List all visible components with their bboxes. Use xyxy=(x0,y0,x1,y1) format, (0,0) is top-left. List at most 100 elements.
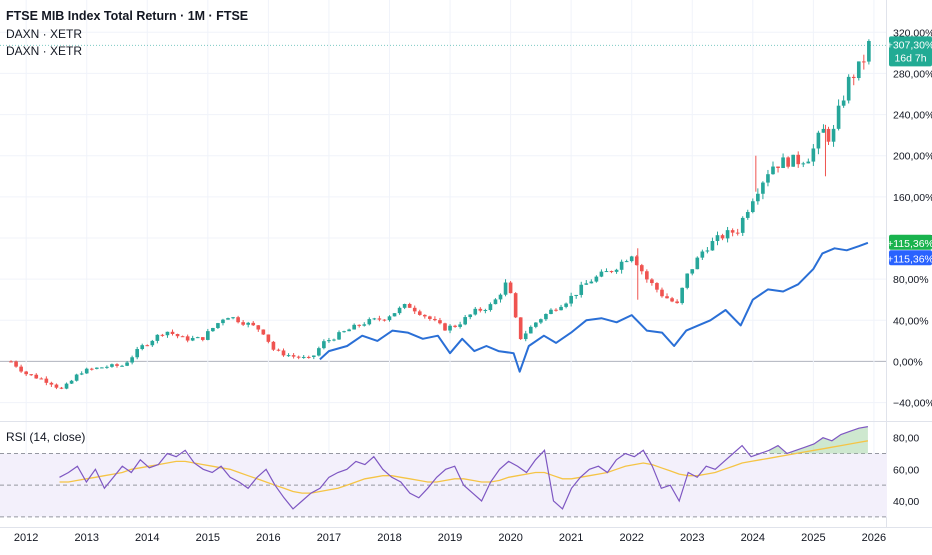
candle[interactable] xyxy=(34,374,39,379)
candle[interactable] xyxy=(125,362,129,366)
candle[interactable] xyxy=(705,250,710,252)
candle[interactable] xyxy=(745,212,750,218)
candle[interactable] xyxy=(589,281,594,284)
candle[interactable] xyxy=(680,287,684,304)
candle[interactable] xyxy=(145,345,150,347)
candle[interactable] xyxy=(695,257,700,270)
candle[interactable] xyxy=(246,322,251,325)
candle[interactable] xyxy=(660,289,664,297)
candle[interactable] xyxy=(493,299,498,305)
candle[interactable] xyxy=(513,293,518,318)
candle[interactable] xyxy=(190,337,195,341)
candle[interactable] xyxy=(180,336,185,338)
candle[interactable] xyxy=(700,251,705,258)
candle[interactable] xyxy=(271,341,276,350)
candle[interactable] xyxy=(135,349,139,358)
candle[interactable] xyxy=(221,319,225,324)
candle[interactable] xyxy=(806,161,811,164)
candle[interactable] xyxy=(352,324,356,330)
candle[interactable] xyxy=(322,341,326,349)
last-price-badge[interactable]: +307,30%16d 7h xyxy=(887,36,932,67)
candle[interactable] xyxy=(54,384,59,388)
candle[interactable] xyxy=(508,282,513,294)
candle[interactable] xyxy=(160,334,165,336)
candle[interactable] xyxy=(473,308,478,315)
candle[interactable] xyxy=(740,217,745,233)
candle[interactable] xyxy=(49,382,54,385)
candle[interactable] xyxy=(332,339,336,341)
candle[interactable] xyxy=(150,340,155,346)
candle[interactable] xyxy=(634,256,639,266)
compare-series-line[interactable] xyxy=(319,241,869,373)
candle[interactable] xyxy=(645,271,649,280)
candle[interactable] xyxy=(185,336,190,341)
candle[interactable] xyxy=(165,331,170,336)
candle[interactable] xyxy=(498,294,503,300)
candle[interactable] xyxy=(841,100,846,106)
candle[interactable] xyxy=(786,157,790,167)
candle[interactable] xyxy=(170,331,175,334)
candle[interactable] xyxy=(397,307,402,314)
candle[interactable] xyxy=(766,174,770,183)
candle[interactable] xyxy=(796,154,801,165)
candle[interactable] xyxy=(503,282,508,295)
candle[interactable] xyxy=(750,201,755,213)
compare-value-badge-green[interactable]: +115,36% xyxy=(887,234,932,250)
candle[interactable] xyxy=(14,361,18,367)
candle[interactable] xyxy=(518,317,523,340)
candle[interactable] xyxy=(266,334,271,342)
candle[interactable] xyxy=(357,324,362,326)
candle[interactable] xyxy=(453,325,457,327)
candle[interactable] xyxy=(100,367,104,369)
candle[interactable] xyxy=(84,368,89,374)
candle[interactable] xyxy=(24,371,28,375)
candle[interactable] xyxy=(655,283,659,290)
candle[interactable] xyxy=(720,235,725,239)
compare-value-badge-blue[interactable]: +115,36% xyxy=(887,250,932,266)
candle[interactable] xyxy=(710,241,715,251)
candle[interactable] xyxy=(39,378,44,380)
candle[interactable] xyxy=(614,269,619,272)
candle[interactable] xyxy=(79,373,84,375)
candle[interactable] xyxy=(619,261,624,270)
candle[interactable] xyxy=(175,333,180,337)
candle[interactable] xyxy=(564,303,568,307)
candle[interactable] xyxy=(836,105,841,129)
candle[interactable] xyxy=(387,316,392,321)
candle[interactable] xyxy=(115,364,119,366)
candle[interactable] xyxy=(826,128,831,142)
candle[interactable] xyxy=(801,163,806,165)
candle[interactable] xyxy=(74,374,79,381)
candle[interactable] xyxy=(468,314,473,318)
candle[interactable] xyxy=(604,271,609,273)
candle[interactable] xyxy=(579,284,584,295)
candle[interactable] xyxy=(443,323,447,331)
candle[interactable] xyxy=(19,366,23,372)
candle[interactable] xyxy=(488,304,493,311)
candle[interactable] xyxy=(428,316,432,319)
candle[interactable] xyxy=(544,313,548,320)
candle[interactable] xyxy=(412,307,417,312)
candle[interactable] xyxy=(811,148,816,162)
candle[interactable] xyxy=(528,326,533,334)
candle[interactable] xyxy=(306,356,311,358)
candle[interactable] xyxy=(650,279,654,284)
candle[interactable] xyxy=(59,387,64,389)
candle[interactable] xyxy=(756,193,760,202)
candle[interactable] xyxy=(856,61,861,79)
candle[interactable] xyxy=(9,361,13,363)
candle[interactable] xyxy=(377,318,382,320)
candle[interactable] xyxy=(392,313,397,317)
candle[interactable] xyxy=(120,365,124,367)
candle[interactable] xyxy=(851,76,856,79)
rsi-indicator-label[interactable]: RSI (14, close) xyxy=(6,430,86,444)
candle[interactable] xyxy=(94,367,99,369)
candle[interactable] xyxy=(155,334,160,341)
candle[interactable] xyxy=(286,355,291,357)
candle[interactable] xyxy=(867,40,871,62)
candle[interactable] xyxy=(463,317,467,325)
candle[interactable] xyxy=(624,261,629,263)
candle[interactable] xyxy=(438,320,442,324)
